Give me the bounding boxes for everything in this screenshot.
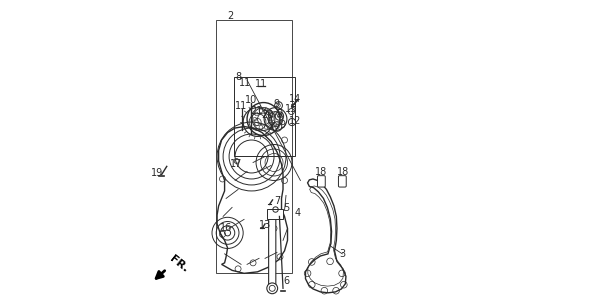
Text: 3: 3 [339,249,345,259]
Text: 7: 7 [274,196,280,206]
Text: 9: 9 [279,120,286,130]
FancyBboxPatch shape [339,176,346,187]
Text: 12: 12 [289,116,301,126]
Text: 17: 17 [230,159,242,169]
Text: 20: 20 [261,110,274,119]
Text: 11: 11 [235,101,247,110]
Text: 11: 11 [255,79,268,89]
Polygon shape [306,179,346,293]
Text: 6: 6 [283,276,289,286]
FancyBboxPatch shape [317,176,325,187]
Text: 5: 5 [283,203,289,213]
Text: 19: 19 [151,168,163,178]
Text: 2: 2 [228,11,234,21]
Text: 18: 18 [315,167,327,177]
Text: FR.: FR. [168,254,190,275]
Text: 4: 4 [295,208,301,219]
Bar [234,77,295,157]
Text: 10: 10 [244,95,257,104]
Bar [267,209,283,219]
Text: 15: 15 [285,104,297,113]
Text: 13: 13 [259,220,271,230]
Polygon shape [217,126,287,273]
Text: 8: 8 [235,72,241,82]
Text: 14: 14 [289,94,301,104]
Text: 18: 18 [337,167,349,177]
FancyBboxPatch shape [268,219,276,289]
Text: 9: 9 [273,99,280,109]
Text: 21: 21 [250,106,262,116]
Bar [215,20,292,273]
Text: 16: 16 [220,223,232,233]
Circle shape [267,283,278,294]
Text: 11: 11 [240,78,252,88]
Text: 9: 9 [276,109,283,119]
